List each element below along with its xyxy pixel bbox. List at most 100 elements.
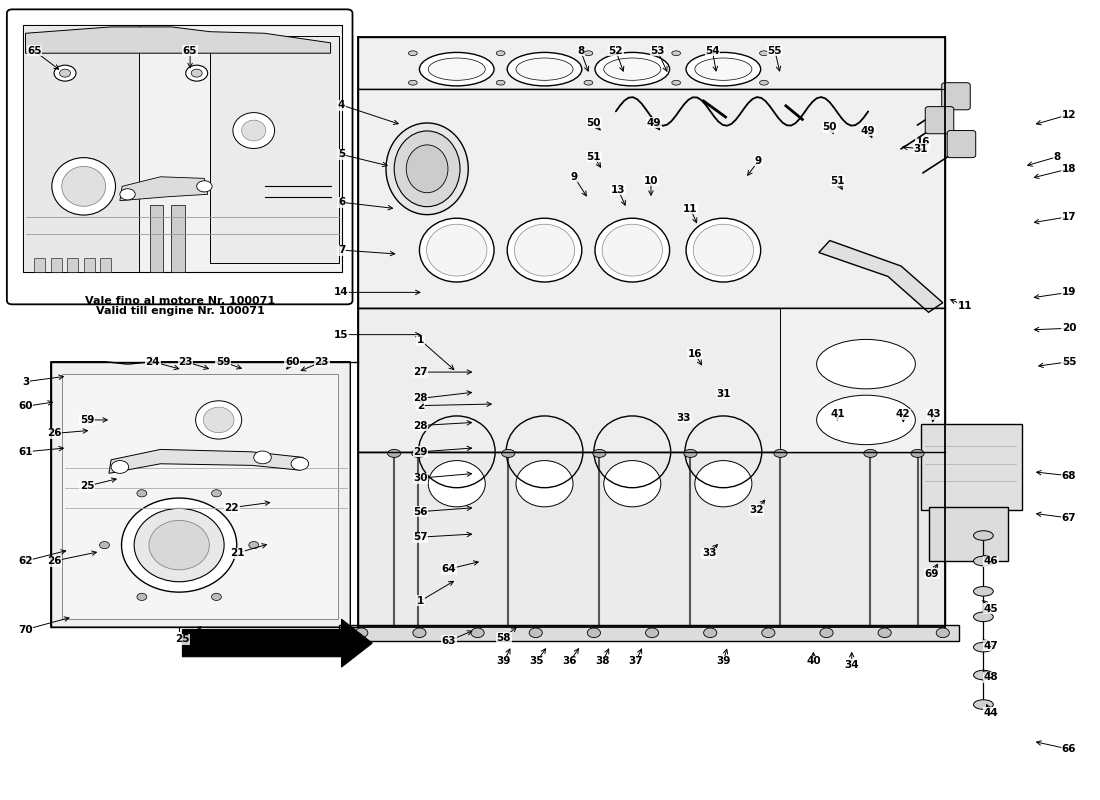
Ellipse shape: [408, 80, 417, 85]
Text: 55: 55: [768, 46, 782, 56]
Text: 8: 8: [1054, 152, 1060, 162]
FancyBboxPatch shape: [780, 308, 945, 452]
Text: 4: 4: [338, 100, 345, 110]
Text: 18: 18: [1062, 164, 1076, 174]
Text: 39: 39: [497, 657, 512, 666]
Ellipse shape: [496, 80, 505, 85]
FancyBboxPatch shape: [339, 625, 959, 641]
Ellipse shape: [54, 65, 76, 81]
Text: 15: 15: [334, 330, 349, 340]
Ellipse shape: [974, 586, 993, 596]
Text: 61: 61: [19, 447, 33, 457]
Text: 57: 57: [414, 532, 428, 542]
Text: 24: 24: [145, 357, 161, 366]
Ellipse shape: [427, 224, 487, 276]
Text: 38: 38: [595, 657, 609, 666]
FancyBboxPatch shape: [942, 82, 970, 110]
Ellipse shape: [686, 218, 761, 282]
Text: 31: 31: [914, 144, 928, 154]
Ellipse shape: [672, 51, 681, 55]
FancyBboxPatch shape: [23, 26, 341, 273]
Ellipse shape: [419, 53, 494, 86]
Ellipse shape: [507, 218, 582, 282]
Ellipse shape: [292, 458, 309, 470]
Ellipse shape: [604, 58, 661, 80]
Text: 13: 13: [610, 185, 625, 194]
Text: 60: 60: [285, 357, 299, 366]
Text: 2: 2: [417, 401, 425, 410]
Ellipse shape: [760, 80, 768, 85]
Ellipse shape: [507, 53, 582, 86]
Ellipse shape: [354, 628, 367, 638]
Text: 25: 25: [79, 481, 95, 491]
Text: 44: 44: [983, 707, 999, 718]
Polygon shape: [109, 450, 304, 474]
FancyBboxPatch shape: [23, 26, 139, 273]
Text: 1: 1: [417, 596, 425, 606]
Ellipse shape: [974, 700, 993, 710]
FancyBboxPatch shape: [921, 424, 1022, 510]
Ellipse shape: [584, 80, 593, 85]
Text: 42: 42: [896, 410, 911, 419]
Ellipse shape: [762, 628, 774, 638]
Text: 1: 1: [417, 335, 425, 346]
FancyBboxPatch shape: [172, 205, 185, 273]
Ellipse shape: [249, 542, 258, 549]
Ellipse shape: [974, 530, 993, 540]
Text: 68: 68: [1062, 470, 1076, 481]
Text: 23: 23: [178, 357, 192, 366]
Ellipse shape: [121, 498, 236, 592]
Ellipse shape: [516, 58, 573, 80]
Ellipse shape: [974, 670, 993, 680]
Text: 50: 50: [586, 118, 601, 127]
Ellipse shape: [111, 461, 129, 474]
Ellipse shape: [211, 594, 221, 601]
Text: 22: 22: [224, 502, 239, 513]
Ellipse shape: [693, 224, 754, 276]
Text: 62: 62: [19, 556, 33, 566]
Text: 70: 70: [19, 625, 33, 634]
Text: Vale fino al motore Nr. 100071: Vale fino al motore Nr. 100071: [85, 296, 275, 306]
Text: 35: 35: [529, 657, 544, 666]
Ellipse shape: [593, 450, 606, 458]
FancyBboxPatch shape: [947, 130, 976, 158]
Text: 55: 55: [1062, 357, 1076, 366]
Ellipse shape: [595, 218, 670, 282]
Text: 9: 9: [571, 172, 578, 182]
Ellipse shape: [428, 58, 485, 80]
Ellipse shape: [254, 451, 272, 464]
Ellipse shape: [120, 189, 135, 200]
Ellipse shape: [412, 628, 426, 638]
Ellipse shape: [394, 131, 460, 206]
Text: 37: 37: [628, 657, 642, 666]
Ellipse shape: [936, 628, 949, 638]
Ellipse shape: [52, 158, 116, 215]
Text: 9: 9: [755, 156, 762, 166]
Ellipse shape: [602, 224, 662, 276]
Text: 12: 12: [1062, 110, 1076, 119]
Polygon shape: [183, 619, 372, 667]
FancyBboxPatch shape: [34, 258, 45, 273]
FancyBboxPatch shape: [100, 258, 111, 273]
Text: 51: 51: [830, 176, 845, 186]
Ellipse shape: [515, 224, 574, 276]
Ellipse shape: [100, 542, 110, 549]
Text: 3: 3: [22, 377, 30, 386]
FancyBboxPatch shape: [358, 308, 945, 452]
Text: 47: 47: [983, 641, 999, 650]
Text: 49: 49: [861, 126, 876, 135]
Ellipse shape: [62, 166, 106, 206]
FancyBboxPatch shape: [150, 205, 163, 273]
Text: 53: 53: [650, 46, 664, 56]
Ellipse shape: [408, 51, 417, 55]
Ellipse shape: [864, 450, 877, 458]
Text: 59: 59: [216, 357, 230, 366]
Text: 33: 33: [676, 413, 691, 422]
Ellipse shape: [204, 407, 234, 433]
Ellipse shape: [502, 450, 515, 458]
Text: 65: 65: [28, 46, 42, 56]
Polygon shape: [818, 241, 943, 312]
Ellipse shape: [704, 628, 717, 638]
Text: 60: 60: [19, 402, 33, 411]
Ellipse shape: [428, 461, 485, 507]
